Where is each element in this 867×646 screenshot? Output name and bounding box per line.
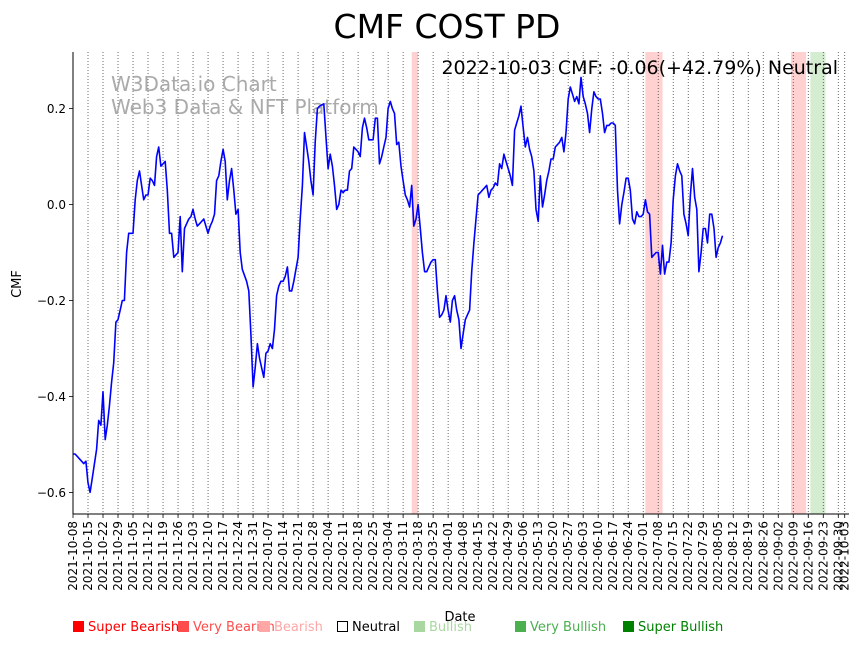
watermark-line-2: Web3 Data & NFT Platform [111,95,379,119]
x-tick-label: 2022-07-15 [666,521,680,591]
y-axis-ticks: −0.6 −0.4 −0.2 0.0 0.2 [37,102,73,500]
x-tick-label: 2021-12-31 [246,521,260,591]
series-line-cmf [73,76,724,494]
x-tick-label: 2021-12-17 [216,521,230,591]
x-tick-label: 2022-04-22 [486,521,500,591]
x-tick-label: 2021-11-19 [156,521,170,591]
watermark: W3Data.io Chart Web3 Data & NFT Platform [111,72,379,119]
x-tick-label: 2021-11-05 [126,521,140,591]
x-tick-label: 2022-07-22 [681,521,695,591]
legend-label: Bearish [274,620,323,635]
series-layer [73,76,724,494]
x-tick-label: 2022-04-01 [441,521,455,591]
watermark-line-1: W3Data.io Chart [111,72,277,96]
x-tick-label: 2022-05-06 [516,521,530,591]
x-tick-label: 2022-03-25 [426,521,440,591]
axes [72,52,849,515]
x-tick-label: 2021-11-26 [171,521,185,591]
x-tick-label: 2021-10-08 [66,521,80,591]
x-tick-label: 2022-05-20 [546,521,560,591]
x-tick-label: 2022-04-08 [456,521,470,591]
x-tick-label: 2022-03-18 [411,521,425,591]
y-tick-label: 0.2 [47,102,66,116]
x-tick-label: 2022-05-13 [531,521,545,591]
x-tick-label: 2022-06-17 [606,521,620,591]
legend-label: Super Bullish [638,620,724,635]
x-tick-label: 2022-04-15 [471,521,485,591]
x-tick-label: 2022-06-10 [591,521,605,591]
legend-swatch [178,621,189,632]
x-tick-label: 2022-05-27 [561,521,575,591]
x-axis-label: Date [444,610,475,625]
y-tick-label: −0.2 [37,294,66,308]
y-axis-label: CMF [10,270,25,298]
signal-band-bearish [411,52,419,514]
x-tick-label: 2021-12-24 [231,521,245,591]
y-tick-label: −0.6 [37,486,66,500]
x-tick-label: 2022-08-12 [726,521,740,591]
signal-bands [411,52,826,514]
x-tick-label: 2021-12-10 [201,521,215,591]
x-tick-label: 2022-01-21 [291,521,305,591]
legend-swatch [73,621,84,632]
legend-swatch [337,621,348,632]
x-tick-label: 2022-04-29 [501,521,515,591]
legend-item: Very Bullish [515,620,606,635]
x-tick-label: 2022-06-24 [621,521,635,591]
x-tick-label: 2022-09-09 [786,521,800,591]
x-tick-label: 2022-02-11 [336,521,350,591]
legend-label: Very Bullish [530,620,607,635]
x-tick-label: 2021-10-22 [96,521,110,591]
x-tick-label: 2022-03-04 [381,521,395,591]
x-tick-label: 2021-11-12 [141,521,155,591]
latest-value-annotation: 2022-10-03 CMF: -0.06(+42.79%) Neutral [441,57,838,79]
legend-swatch [259,621,270,632]
legend-label: Bullish [429,620,473,635]
x-tick-label: 2021-10-15 [81,521,95,591]
x-tick-label: 2022-01-07 [261,521,275,591]
x-tick-label: 2021-12-03 [186,521,200,591]
signal-legend: Super Bearish Very Bearish Bearish Neutral B… [73,620,863,640]
legend-item: Bearish [259,620,323,635]
legend-label: Very Bearish [193,620,275,635]
legend-label: Super Bearish [88,620,180,635]
y-tick-label: 0.0 [47,198,66,212]
x-tick-label: 2022-07-29 [696,521,710,591]
x-tick-label: 2022-08-26 [756,521,770,591]
signal-band-bullish [810,52,826,514]
x-tick-label: 2022-09-23 [816,521,830,591]
x-tick-label: 2022-02-25 [366,521,380,591]
x-tick-label: 2022-02-18 [351,521,365,591]
chart-title: CMF COST PD [334,7,561,46]
x-axis-ticks: 2021-10-08 2021-10-15 2021-10-22 2021-10-29… [66,514,852,591]
date-gridlines [72,52,846,514]
x-tick-label: 2022-06-03 [576,521,590,591]
x-tick-label: 2022-08-05 [711,521,725,591]
legend-item: Bullish [414,620,472,635]
signal-band-bearish [791,52,807,514]
legend-swatch [515,621,526,632]
legend-swatch [414,621,425,632]
x-tick-label: 2022-02-04 [321,521,335,591]
x-tick-label: 2022-01-14 [276,521,290,591]
x-tick-label: 2022-09-02 [771,521,785,591]
x-tick-label: 2021-10-29 [111,521,125,591]
y-tick-label: −0.4 [37,390,66,404]
x-tick-label: 2022-09-30 [831,521,845,591]
x-tick-label: 2022-03-11 [396,521,410,591]
x-tick-label: 2022-10-03 [838,521,852,591]
x-tick-label: 2022-01-28 [306,521,320,591]
legend-item: Very Bearish [178,620,275,635]
x-tick-label: 2022-07-01 [636,521,650,591]
legend-swatch [623,621,634,632]
x-tick-label: 2022-08-19 [741,521,755,591]
legend-item: Super Bullish [623,620,723,635]
legend-item: Neutral [337,620,400,635]
legend-label: Neutral [352,620,400,635]
legend-item: Super Bearish [73,620,179,635]
x-tick-label: 2022-07-08 [651,521,665,591]
x-tick-label: 2022-09-16 [801,521,815,591]
signal-band-bearish [645,52,663,514]
